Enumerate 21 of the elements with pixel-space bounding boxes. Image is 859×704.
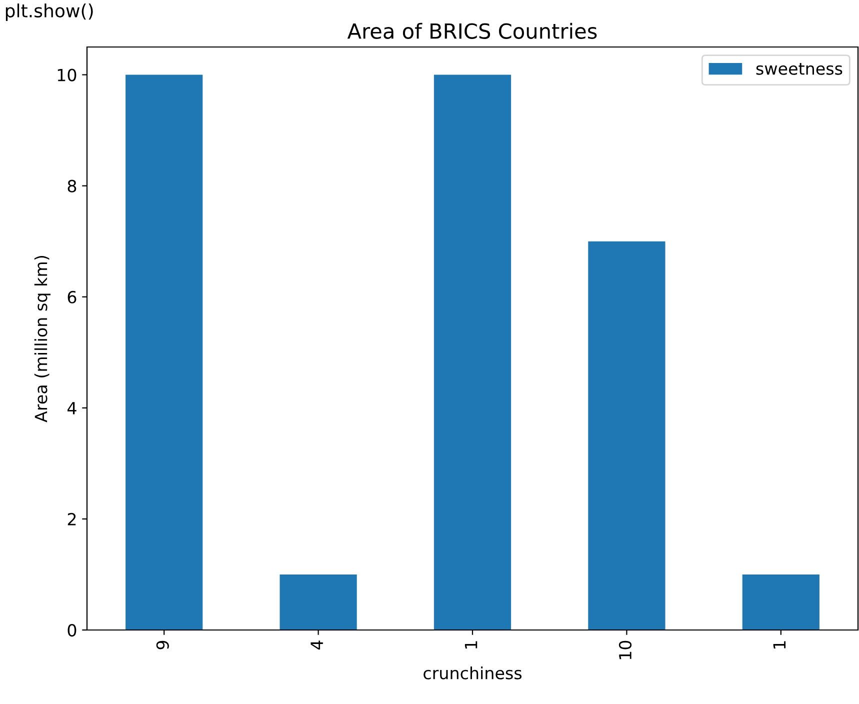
y-tick-label: 10: [58, 68, 76, 82]
y-tick-label: 0: [68, 624, 76, 637]
chart-title: Area of BRICS Countries: [347, 22, 597, 39]
y-tick-label: 8: [68, 180, 76, 192]
x-tick-label: 10: [618, 640, 632, 660]
y-tick-label: 2: [68, 512, 76, 526]
x-tick-label: 4: [310, 640, 323, 650]
x-axis-title: crunchiness: [424, 666, 522, 680]
text: plt.show(): [6, 4, 93, 21]
x-tick-label: 9: [156, 640, 169, 650]
y-axis-title: Area (million sq km): [34, 256, 51, 422]
y-tick-label: 6: [68, 290, 76, 304]
bar: [588, 241, 666, 630]
bar: [280, 574, 357, 630]
x-tick-label: 1: [464, 641, 478, 648]
bar: [742, 574, 820, 630]
bar: [126, 74, 203, 630]
y-tick-label: 4: [67, 402, 76, 414]
x-tick-label: 1: [773, 641, 786, 648]
legend-label: sweetness: [756, 62, 842, 75]
bar: [434, 74, 512, 630]
